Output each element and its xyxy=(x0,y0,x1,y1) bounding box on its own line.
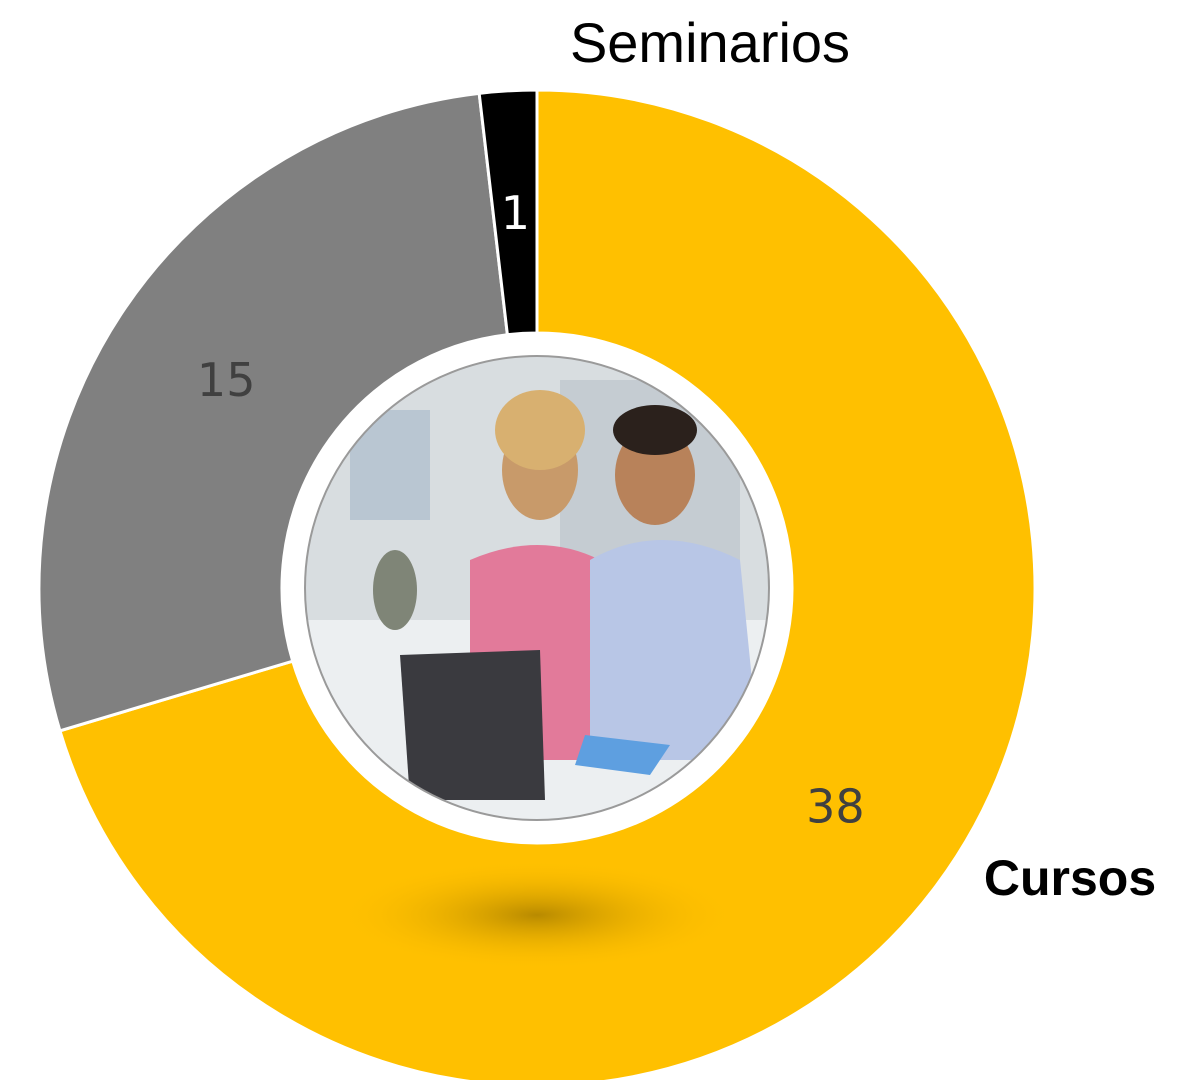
shadow xyxy=(337,860,737,970)
value-label: 1 xyxy=(501,186,530,240)
page: {"chart_data": {"type": "donut", "catego… xyxy=(0,0,1189,1080)
chart: Seminarios Cursos 38 15 1 xyxy=(0,0,1189,1080)
value-label: 38 xyxy=(806,780,865,834)
value-label: 15 xyxy=(197,353,256,407)
category-label: Cursos xyxy=(984,850,1156,906)
category-label: Seminarios xyxy=(570,11,850,74)
